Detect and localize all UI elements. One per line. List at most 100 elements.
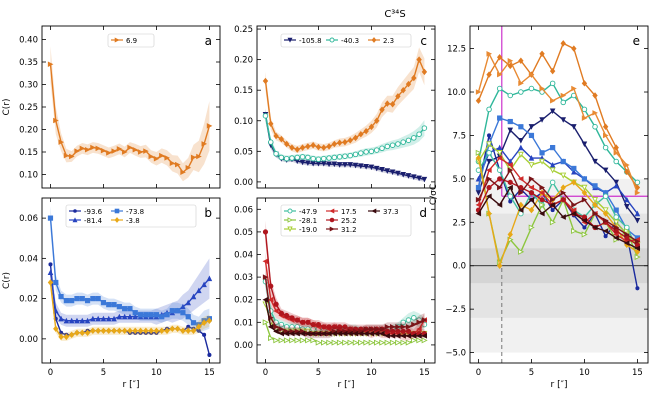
data-point [486, 71, 492, 78]
data-point [486, 158, 492, 165]
data-point [416, 56, 422, 63]
data-point [486, 51, 493, 57]
data-point [613, 182, 619, 189]
data-point [363, 330, 369, 337]
series-e-25.2 [475, 176, 641, 248]
data-point [310, 330, 316, 337]
data-point [475, 154, 482, 162]
data-point [518, 80, 524, 87]
data-point [602, 228, 609, 234]
data-point [58, 139, 65, 145]
legend-label: -28.1 [299, 217, 317, 225]
data-point [352, 162, 359, 169]
legend-item: -93.6 [69, 208, 103, 216]
data-point [304, 328, 311, 335]
data-point [528, 196, 535, 203]
data-point [416, 333, 422, 339]
data-point [518, 124, 524, 130]
data-point [374, 326, 380, 332]
error-band [265, 268, 425, 339]
legend-c: -105.8 -40.3 2.3 [280, 33, 412, 48]
data-point [549, 167, 556, 174]
data-point [262, 274, 269, 280]
series-b--3.8 [47, 274, 213, 341]
series-a-6.9 [47, 46, 213, 182]
data-point [283, 140, 290, 148]
legend-marker [371, 208, 377, 214]
y-tick-label: 0.35 [19, 58, 38, 68]
legend-label: -40.3 [341, 37, 359, 45]
data-point [90, 327, 96, 335]
data-point [273, 337, 280, 344]
data-point [90, 315, 96, 322]
data-point [95, 296, 101, 302]
data-point [137, 312, 144, 318]
data-point [164, 155, 170, 161]
series-e-31.2 [475, 167, 641, 245]
data-point [68, 317, 75, 324]
data-point [74, 148, 80, 154]
data-point [421, 317, 428, 323]
data-point [581, 196, 588, 203]
legend-marker [329, 226, 335, 232]
data-point [518, 189, 524, 196]
data-point [581, 115, 588, 121]
y-tick-label: 0.15 [19, 148, 38, 158]
legend-box [107, 33, 155, 48]
data-point [390, 328, 396, 334]
data-point [268, 139, 274, 145]
data-point [613, 207, 619, 213]
data-point [550, 208, 555, 213]
legend-item: 31.2 [326, 226, 357, 234]
data-point [347, 152, 353, 159]
data-point [486, 210, 492, 217]
legend-label: 6.9 [126, 37, 137, 45]
data-point [539, 189, 545, 196]
data-point [592, 183, 598, 189]
data-point [289, 155, 295, 161]
x-axis-label: r [″] [338, 380, 355, 390]
data-point [549, 202, 556, 208]
data-point [180, 327, 186, 335]
plot-area-b [47, 206, 213, 357]
data-point [262, 229, 269, 235]
data-point [310, 155, 316, 162]
data-point [127, 144, 133, 151]
data-point [549, 80, 556, 87]
data-point [384, 328, 390, 334]
data-point [411, 337, 418, 344]
data-point [289, 337, 296, 344]
data-point [634, 238, 641, 245]
error-band [50, 206, 210, 333]
data-point [90, 296, 96, 302]
legend-marker [73, 209, 77, 213]
data-point [358, 150, 364, 156]
data-point [405, 80, 412, 88]
data-point [389, 101, 396, 108]
data-point [475, 210, 482, 217]
data-point [336, 330, 343, 337]
data-point [299, 337, 306, 344]
y-tick-label: 0.0 [452, 262, 466, 272]
y-tick-label: 0.06 [234, 205, 253, 215]
data-point [159, 314, 165, 320]
data-point [507, 167, 514, 173]
data-point [278, 135, 285, 143]
data-point [53, 279, 59, 286]
data-point [273, 308, 279, 314]
data-point [497, 176, 503, 182]
data-point [268, 283, 274, 289]
data-point [389, 142, 396, 148]
data-point [310, 321, 316, 328]
data-point [373, 339, 381, 346]
legend-item: -28.1 [284, 217, 317, 225]
y-tick-label: 0.01 [234, 318, 253, 328]
data-point [475, 190, 482, 196]
data-point [560, 99, 566, 106]
data-point [571, 227, 578, 235]
data-point [153, 312, 160, 318]
data-point [400, 333, 406, 339]
data-point [634, 217, 641, 224]
data-point [347, 162, 354, 168]
legend-b: -93.6-81.4 -73.8-3.8 [65, 204, 197, 228]
